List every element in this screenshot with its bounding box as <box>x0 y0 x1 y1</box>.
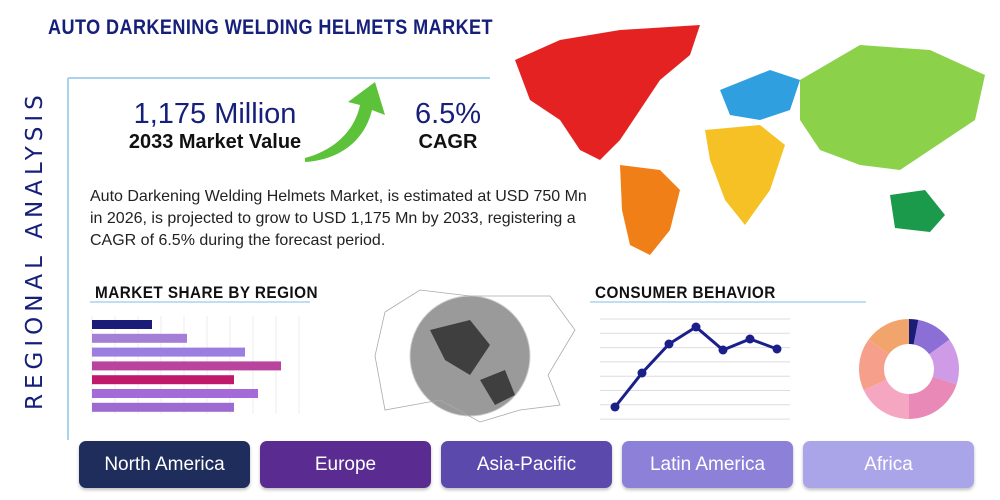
continent <box>620 165 680 255</box>
region-button[interactable]: Europe <box>260 441 431 488</box>
donut-slice <box>863 379 909 419</box>
section-heading: CONSUMER BEHAVIOR <box>595 283 776 302</box>
bar <box>92 347 245 357</box>
region-button[interactable]: Africa <box>803 441 974 488</box>
bar <box>92 389 258 398</box>
globe <box>374 289 576 423</box>
donut-slice <box>913 319 950 355</box>
region-button[interactable]: Latin America <box>622 441 793 488</box>
section-heading: MARKET SHARE BY REGION <box>95 283 318 302</box>
trend-point <box>664 339 674 349</box>
trend-point <box>691 322 701 332</box>
description: Auto Darkening Welding Helmets Market, i… <box>90 188 587 249</box>
donut-slice <box>929 339 959 385</box>
bar <box>92 375 234 385</box>
stat-market-value: 1,175 Million 2033 Market Value <box>95 98 335 154</box>
bar <box>92 333 187 343</box>
continent <box>515 25 700 160</box>
region-button[interactable]: Asia-Pacific <box>441 441 612 488</box>
bar <box>92 402 234 412</box>
page-title: AUTO DARKENING WELDING HELMETS MARKET <box>48 16 493 39</box>
donut-slice <box>909 319 919 345</box>
continent <box>890 190 945 232</box>
trend-point <box>637 368 647 378</box>
stat-label: 2033 Market Value <box>128 131 302 153</box>
globe-land <box>430 320 490 375</box>
network-line <box>374 289 576 423</box>
world-map <box>515 25 985 255</box>
trend-point <box>610 402 620 412</box>
side-label: REGIONAL ANALYSIS <box>22 90 48 410</box>
trend-point <box>772 344 782 354</box>
bar <box>92 361 281 371</box>
region-button[interactable]: North America <box>79 441 250 488</box>
trend-point <box>745 334 755 344</box>
donut-slice <box>868 319 909 355</box>
trend-point <box>718 345 728 355</box>
continent <box>800 45 985 170</box>
stat-value: 1,175 Million <box>133 98 297 130</box>
stat-label: CAGR <box>418 131 478 153</box>
stat-value: 6.5% <box>414 98 482 130</box>
network <box>374 289 576 423</box>
frame <box>67 77 866 440</box>
continent <box>720 70 800 120</box>
growth-arrow <box>305 82 385 162</box>
continent <box>705 125 785 225</box>
donut-slice <box>909 376 957 419</box>
globe-land <box>480 370 515 405</box>
donut-slice <box>859 339 889 391</box>
bar <box>92 320 152 329</box>
arrow <box>305 82 385 162</box>
stat-cagr: 6.5% CAGR <box>398 98 498 154</box>
